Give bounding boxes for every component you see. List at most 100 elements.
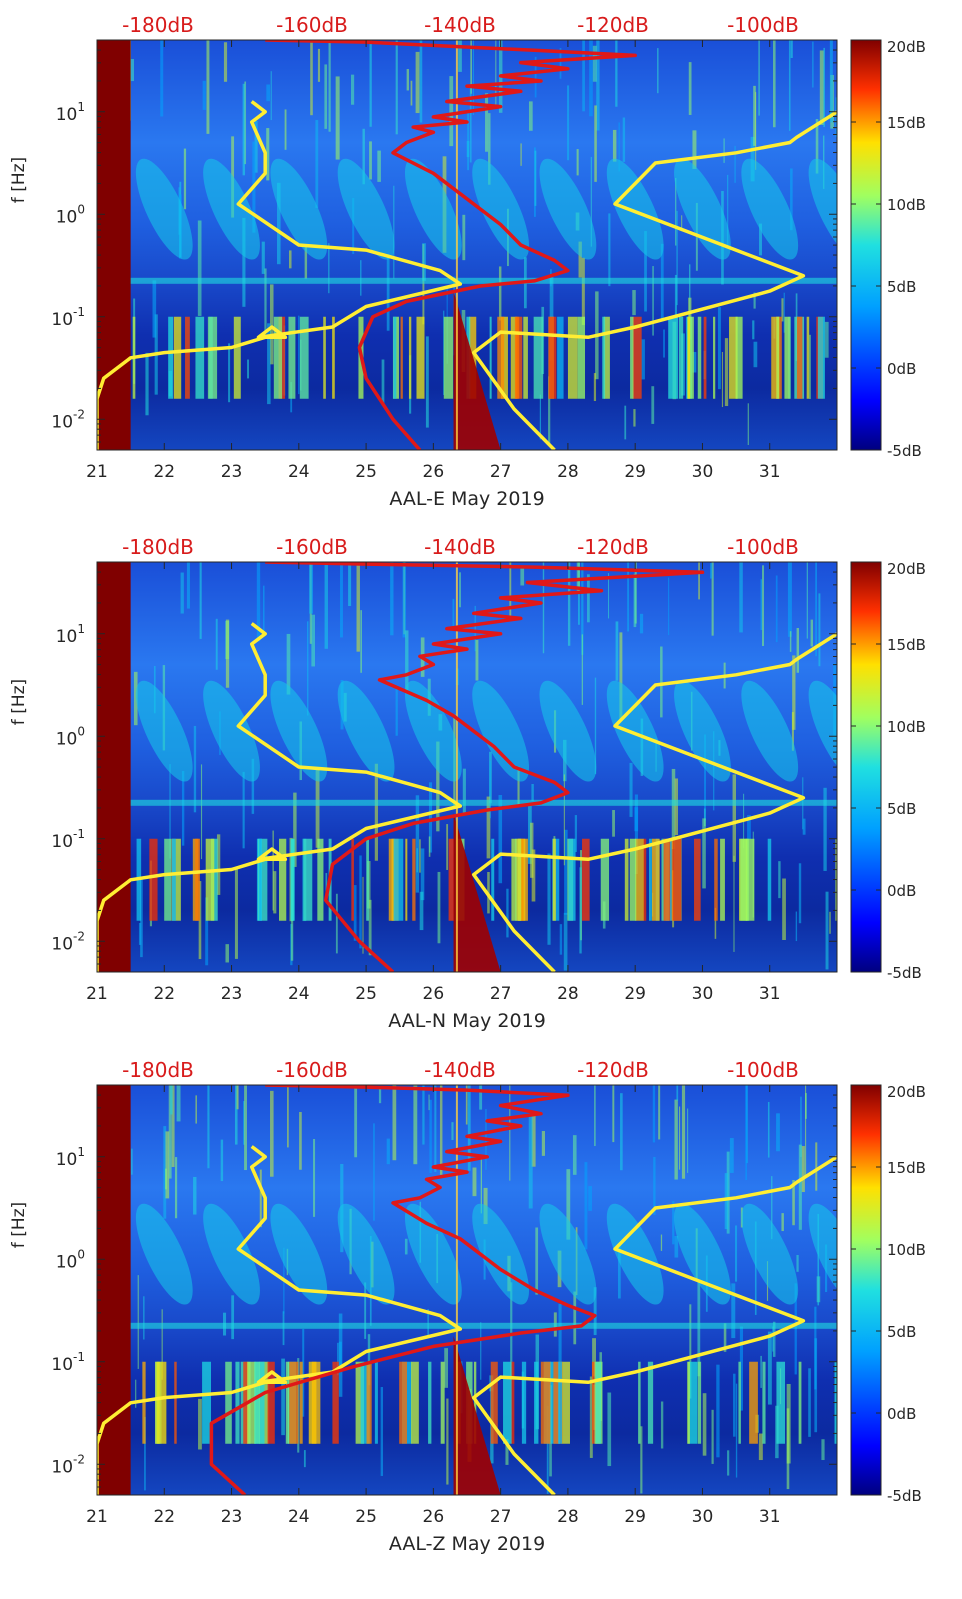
spectral-streak xyxy=(338,1341,342,1369)
lf-block xyxy=(366,1361,372,1444)
psd-curve-red xyxy=(265,562,705,972)
diurnal-blob xyxy=(472,158,530,260)
spectral-streak xyxy=(266,84,271,102)
lf-block xyxy=(332,1361,339,1444)
spectral-streak xyxy=(576,562,580,594)
lf-block xyxy=(568,838,576,921)
spectral-streak xyxy=(244,1085,247,1171)
spectral-streak xyxy=(206,40,210,134)
lf-block xyxy=(299,1361,303,1444)
lf-block xyxy=(491,838,495,921)
x-tick-label: 28 xyxy=(557,984,579,1004)
spectral-streak xyxy=(193,1176,197,1215)
y-tick-label: 101 xyxy=(56,622,85,647)
colorbar-label: -5dB xyxy=(887,442,922,460)
lf-block xyxy=(290,838,295,921)
spectral-streak xyxy=(767,1101,770,1158)
spectral-streak xyxy=(416,848,418,873)
spectral-streak xyxy=(451,1122,454,1141)
spectral-streak xyxy=(234,866,238,959)
spectral-streak xyxy=(353,885,357,941)
lf-block xyxy=(745,838,755,921)
x-tick-label: 21 xyxy=(86,1507,108,1527)
spectral-streak xyxy=(422,243,425,325)
spectral-streak xyxy=(381,359,385,406)
spectral-streak xyxy=(309,562,314,614)
spectral-streak xyxy=(731,1283,736,1339)
lf-block xyxy=(687,316,691,399)
spectral-streak xyxy=(634,807,639,832)
lf-block xyxy=(299,316,309,399)
spectral-streak xyxy=(589,1376,593,1458)
spectral-streak xyxy=(798,1144,802,1230)
spectral-streak xyxy=(772,1326,774,1352)
x-tick-label: 28 xyxy=(557,462,579,482)
colorbar-label: 15dB xyxy=(887,636,926,654)
lf-block xyxy=(366,838,369,921)
spectral-streak xyxy=(792,1180,795,1226)
spectral-streak xyxy=(378,1087,382,1104)
lf-block xyxy=(767,838,772,921)
spectral-streak xyxy=(629,762,633,817)
spectral-streak xyxy=(622,117,626,162)
spectral-streak xyxy=(594,105,597,182)
lf-block xyxy=(540,1361,551,1444)
spectral-streak xyxy=(352,197,355,254)
spectral-streak xyxy=(723,1323,727,1352)
spectral-streak xyxy=(640,1426,643,1494)
spectral-streak xyxy=(528,803,532,864)
lf-block xyxy=(503,1361,512,1444)
spectral-streak xyxy=(356,562,360,652)
spectral-streak xyxy=(428,782,433,853)
lf-block xyxy=(738,1361,741,1444)
spectral-streak xyxy=(762,565,765,646)
lf-block xyxy=(155,1361,160,1444)
lf-block xyxy=(195,316,205,399)
spectral-streak xyxy=(539,394,542,440)
noise-model-curve-yellow xyxy=(97,100,463,450)
lf-block xyxy=(185,316,190,399)
spectral-streak xyxy=(287,1085,289,1148)
spectral-streak xyxy=(298,315,300,395)
lf-block xyxy=(798,1361,802,1444)
spectral-streak xyxy=(359,855,362,949)
spectral-streak xyxy=(386,254,390,331)
spectral-streak xyxy=(717,307,721,390)
diurnal-blob xyxy=(337,1203,395,1305)
spectral-streak xyxy=(469,88,472,163)
lf-block xyxy=(624,838,629,921)
spectral-streak xyxy=(745,1085,748,1181)
spectral-streak xyxy=(618,1243,621,1299)
spectral-streak xyxy=(802,818,806,835)
spectral-streak xyxy=(165,1131,170,1199)
spectral-streak xyxy=(564,829,568,915)
spectral-streak xyxy=(362,876,364,954)
spectral-streak xyxy=(821,1439,825,1461)
spectral-streak xyxy=(528,1116,533,1209)
spectral-streak xyxy=(608,573,610,619)
spectral-streak xyxy=(474,605,476,652)
diurnal-blob xyxy=(337,680,395,782)
colorbar-label: -5dB xyxy=(887,1487,922,1505)
microseism-band xyxy=(97,1322,837,1329)
spectral-streak xyxy=(723,138,725,163)
lf-block xyxy=(603,316,610,399)
spectral-streak xyxy=(587,574,590,623)
spectral-streak xyxy=(657,48,659,94)
y-tick-label: 101 xyxy=(56,100,85,125)
spectral-streak xyxy=(415,51,420,114)
lf-block xyxy=(648,838,652,921)
spectral-streak xyxy=(675,177,677,246)
spectral-streak xyxy=(299,1112,302,1170)
spectral-streak xyxy=(186,562,190,609)
spectral-streak xyxy=(163,1126,167,1219)
lf-block xyxy=(355,1361,365,1444)
spectral-streak xyxy=(778,861,781,899)
lf-block xyxy=(257,838,268,921)
spectral-streak xyxy=(782,878,786,941)
spectral-streak xyxy=(171,1085,175,1168)
lf-block xyxy=(440,1361,445,1444)
spectral-streak xyxy=(263,585,265,637)
lf-block xyxy=(670,838,674,921)
spectral-streak xyxy=(420,848,425,901)
